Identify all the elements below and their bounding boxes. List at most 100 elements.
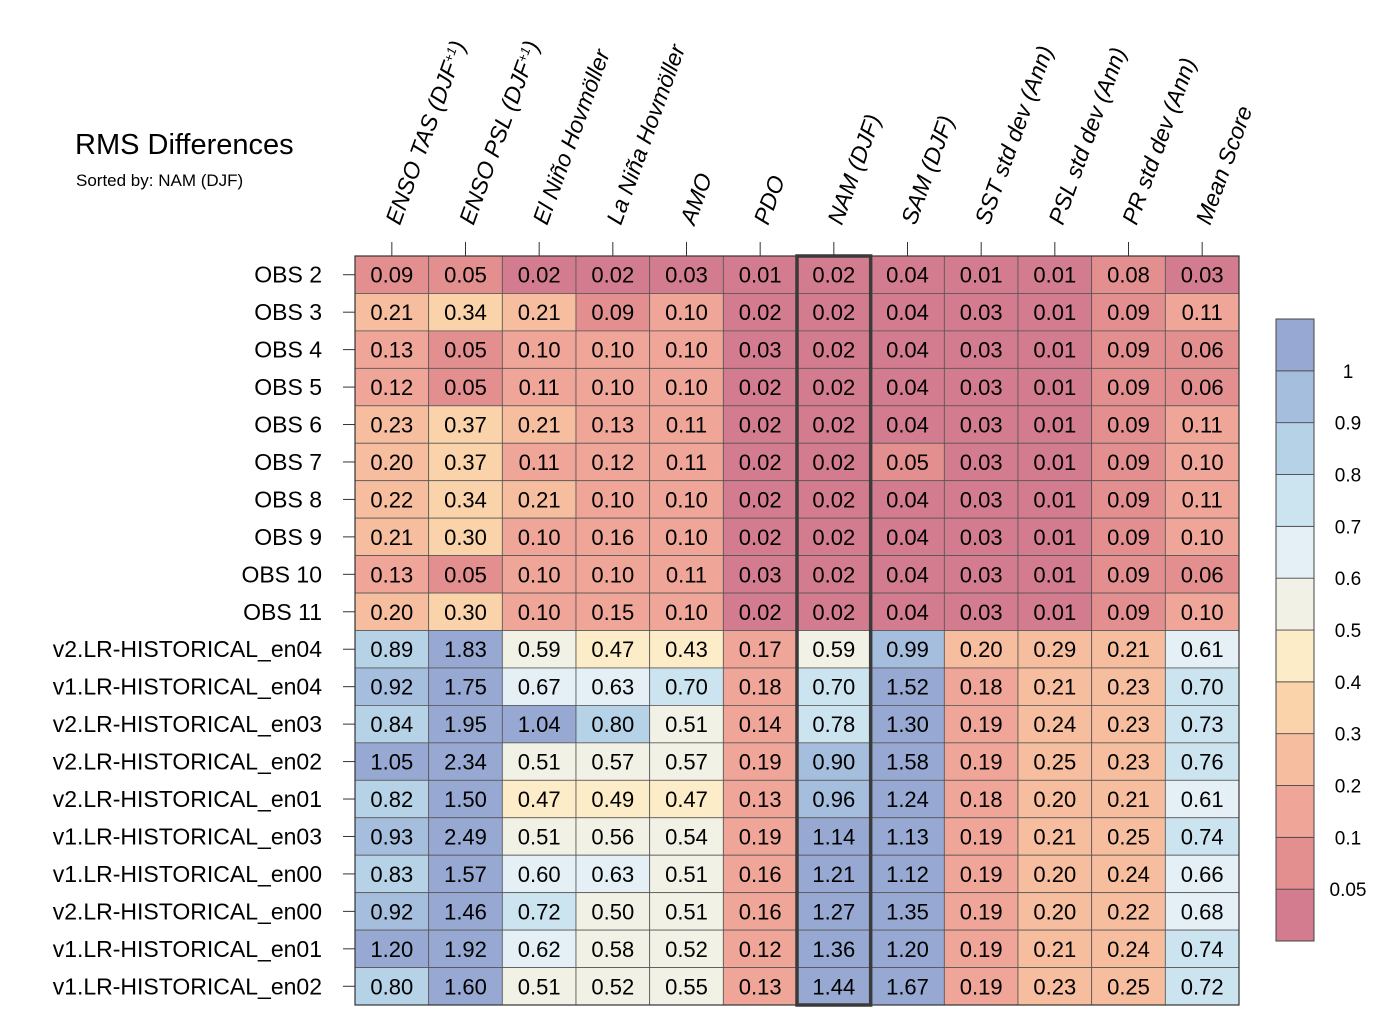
cell-value-label: 0.20 bbox=[1033, 787, 1076, 812]
heatmap-cell bbox=[1017, 854, 1093, 894]
cell-value-label: 0.13 bbox=[739, 787, 782, 812]
heatmap-cell bbox=[722, 367, 798, 407]
cell-value-label: 0.10 bbox=[665, 600, 708, 625]
cell-value-label: 0.49 bbox=[591, 787, 634, 812]
cell-value-label: 0.55 bbox=[665, 974, 708, 999]
cell-value-label: 0.23 bbox=[1107, 675, 1150, 700]
heatmap-cell bbox=[575, 367, 651, 407]
heatmap-cell bbox=[796, 779, 872, 819]
heatmap-cell bbox=[649, 705, 724, 744]
cell-value-label: 0.10 bbox=[665, 487, 708, 512]
cell-value-label: 0.10 bbox=[665, 375, 708, 400]
cell-value-label: 0.11 bbox=[1182, 300, 1223, 325]
cell-value-label: 0.83 bbox=[370, 862, 413, 887]
cell-value-label: 0.30 bbox=[444, 600, 487, 625]
cell-value-label: 0.37 bbox=[444, 413, 487, 438]
cell-value-label: 0.10 bbox=[518, 600, 561, 625]
heatmap-cell bbox=[796, 817, 872, 856]
heatmap-cell bbox=[575, 255, 651, 294]
cell-value-label: 0.05 bbox=[444, 263, 487, 288]
heatmap-cell bbox=[722, 630, 798, 669]
heatmap-cell bbox=[428, 630, 503, 669]
heatmap-cell bbox=[1164, 967, 1240, 1006]
cell-value-label: 0.01 bbox=[960, 263, 1003, 288]
colorbar-frame bbox=[1275, 318, 1315, 942]
cell-value-label: 1.52 bbox=[886, 675, 929, 700]
cell-value-label: 0.61 bbox=[1181, 787, 1224, 812]
heatmap-cell bbox=[796, 293, 872, 332]
heatmap-cell bbox=[1091, 817, 1166, 856]
cell-value-label: 0.09 bbox=[1107, 375, 1150, 400]
cell-value-label: 0.54 bbox=[665, 824, 708, 849]
heatmap-cell bbox=[1091, 742, 1166, 781]
heatmap-cell bbox=[354, 630, 430, 669]
heatmap-cell bbox=[796, 592, 872, 631]
cell-value-label: 0.21 bbox=[518, 487, 561, 512]
heatmap-cell bbox=[354, 967, 430, 1006]
cell-value-label: 0.82 bbox=[370, 787, 413, 812]
heatmap-cell bbox=[943, 480, 1019, 519]
heatmap-cell bbox=[428, 817, 503, 856]
cell-value-label: 0.34 bbox=[444, 300, 487, 325]
cell-value-label: 0.51 bbox=[518, 974, 561, 999]
column-label: Mean Score bbox=[1190, 102, 1257, 227]
heatmap-cell bbox=[649, 779, 724, 819]
cell-value-label: 0.34 bbox=[444, 487, 487, 512]
cell-value-label: 0.23 bbox=[1107, 750, 1150, 775]
heatmap-cell bbox=[722, 442, 798, 482]
cell-value-label: 0.52 bbox=[591, 974, 634, 999]
cell-value-label: 0.02 bbox=[812, 562, 855, 587]
cell-value-label: 0.01 bbox=[1033, 525, 1076, 550]
cell-value-label: 0.90 bbox=[812, 750, 855, 775]
row-label: v1.LR-HISTORICAL_en00 bbox=[53, 861, 322, 887]
heatmap-cell bbox=[1091, 480, 1166, 519]
cell-value-label: 0.10 bbox=[1181, 525, 1224, 550]
heatmap-cell bbox=[796, 929, 872, 968]
cell-value-label: 0.43 bbox=[665, 637, 708, 662]
colorbar-band bbox=[1275, 474, 1315, 527]
heatmap-cell bbox=[575, 967, 651, 1006]
heatmap-cell bbox=[354, 555, 430, 594]
cell-value-label: 1.36 bbox=[812, 937, 855, 962]
heatmap-cell bbox=[1091, 405, 1166, 444]
cell-value-label: 0.02 bbox=[739, 300, 782, 325]
heatmap-cell bbox=[796, 667, 872, 706]
heatmap-cell bbox=[649, 330, 724, 369]
column-label: SST std dev (Ann) bbox=[969, 42, 1058, 227]
cell-value-label: 0.02 bbox=[812, 450, 855, 475]
cell-value-label: 0.51 bbox=[665, 862, 708, 887]
heatmap-cell bbox=[870, 293, 945, 332]
colorbar-band bbox=[1275, 681, 1315, 735]
cell-value-label: 1.57 bbox=[444, 862, 487, 887]
heatmap-cell bbox=[501, 330, 577, 369]
row-label: v2.LR-HISTORICAL_en03 bbox=[53, 711, 322, 737]
cell-value-label: 0.03 bbox=[960, 450, 1003, 475]
cell-value-label: 0.25 bbox=[1107, 824, 1150, 849]
heatmap-cell bbox=[1164, 705, 1240, 744]
colorbar-band bbox=[1275, 577, 1315, 631]
cell-value-label: 0.09 bbox=[1107, 487, 1150, 512]
heatmap-cell bbox=[943, 367, 1019, 407]
cell-value-label: 0.01 bbox=[1033, 450, 1076, 475]
heatmap-cell bbox=[796, 442, 872, 482]
cell-value-label: 0.03 bbox=[960, 338, 1003, 363]
column-label: PR std dev (Ann) bbox=[1117, 54, 1201, 227]
cell-value-label: 0.78 bbox=[812, 712, 855, 737]
heatmap-cell bbox=[501, 480, 577, 519]
heatmap-cell bbox=[575, 630, 651, 669]
row-label: v2.LR-HISTORICAL_en02 bbox=[53, 749, 322, 775]
colorbar-tick-label: 0.05 bbox=[1330, 880, 1367, 901]
cell-value-label: 0.16 bbox=[739, 862, 782, 887]
heatmap-cell bbox=[722, 892, 798, 931]
cell-value-label: 0.10 bbox=[665, 525, 708, 550]
heatmap-cell bbox=[649, 854, 724, 894]
cell-value-label: 0.04 bbox=[886, 300, 929, 325]
cell-value-label: 0.04 bbox=[886, 600, 929, 625]
cell-value-label: 1.46 bbox=[444, 899, 487, 924]
cell-value-label: 0.13 bbox=[370, 338, 413, 363]
cell-value-label: 0.92 bbox=[370, 675, 413, 700]
cell-value-label: 1.58 bbox=[886, 750, 929, 775]
cell-value-label: 0.09 bbox=[1107, 450, 1150, 475]
cell-value-label: 0.63 bbox=[591, 675, 634, 700]
cell-value-label: 0.02 bbox=[739, 375, 782, 400]
